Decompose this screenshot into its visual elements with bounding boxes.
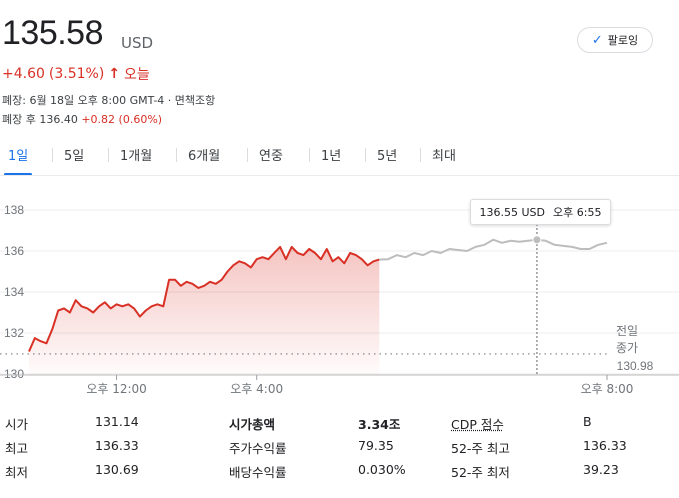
hover-dot bbox=[532, 235, 542, 245]
tooltip-value: 136.55 USD bbox=[479, 205, 546, 219]
change-percent: (3.51%) bbox=[48, 66, 105, 82]
stat-value: 130.69 bbox=[95, 462, 139, 477]
stat-label: 52-주 최저 bbox=[451, 465, 510, 480]
after-hours-line bbox=[379, 238, 608, 261]
y-tick-label: 136 bbox=[4, 244, 24, 258]
stat-label: 시가 bbox=[5, 417, 29, 432]
stat-label: 시가총액 bbox=[229, 417, 276, 432]
stock-price: 135.58 bbox=[2, 14, 104, 52]
after-hours-change: +0.82 (0.60%) bbox=[81, 113, 163, 126]
prev-close-value: 130.98 bbox=[617, 359, 654, 373]
tab-5[interactable]: 연중 bbox=[259, 149, 283, 164]
market-closed-info: 폐장: 6월 18일 오후 8:00 GMT-4 · 면책조항 bbox=[2, 94, 216, 107]
tab-3[interactable]: 1개월 bbox=[120, 149, 153, 164]
stat-label: 배당수익률 bbox=[229, 465, 287, 480]
stat-value: 3.34조 bbox=[358, 417, 401, 432]
stat-value: 136.33 bbox=[95, 438, 139, 453]
tab-separator bbox=[52, 148, 53, 162]
prev-close-label: 전일 bbox=[616, 324, 638, 338]
tooltip-time: 오후 6:55 bbox=[553, 206, 602, 219]
tab-7[interactable]: 5년 bbox=[377, 149, 398, 164]
y-tick-label: 132 bbox=[4, 326, 24, 340]
currency-label: USD bbox=[121, 34, 154, 52]
prev-close-label: 종가 bbox=[616, 341, 638, 355]
range-tabs: 1일 5일 1개월 6개월 연중 1년 5년 최대 bbox=[0, 145, 679, 176]
y-tick-label: 130 bbox=[4, 367, 24, 381]
tab-separator bbox=[108, 148, 109, 162]
stat-value: 79.35 bbox=[358, 438, 394, 453]
follow-label: 팔로잉 bbox=[607, 34, 639, 47]
change-amount: +4.60 bbox=[2, 66, 45, 82]
x-tick-label: 오후 12:00 bbox=[86, 382, 146, 396]
divider bbox=[0, 175, 679, 176]
stat-label[interactable]: CDP 점수 bbox=[451, 417, 504, 432]
after-hours-info: 폐장 후 136.40 +0.82 (0.60%) bbox=[2, 111, 162, 127]
stat-label: 최고 bbox=[5, 441, 29, 456]
stat-value: 136.33 bbox=[583, 438, 627, 453]
tab-separator bbox=[365, 148, 366, 162]
tab-6[interactable]: 1년 bbox=[321, 149, 342, 164]
stat-value: 0.030% bbox=[358, 462, 406, 477]
x-tick-label: 오후 4:00 bbox=[230, 382, 283, 396]
stat-label: 최저 bbox=[5, 465, 29, 480]
price-chart[interactable]: 138 136 134 132 130 오후 12:00 오후 4:00 오후 8:00 전일종… bbox=[0, 180, 679, 400]
tab-4[interactable]: 6개월 bbox=[188, 149, 221, 164]
x-tick-label: 오후 8:00 bbox=[581, 382, 634, 396]
stat-value: B bbox=[583, 414, 592, 429]
price-change: +4.60 (3.51%) ↑ 오늘 bbox=[2, 64, 150, 84]
price-line bbox=[28, 245, 380, 352]
stat-value: 131.14 bbox=[95, 414, 139, 429]
arrow-up-icon: ↑ bbox=[108, 66, 121, 82]
stat-value: 39.23 bbox=[583, 462, 619, 477]
y-tick-label: 134 bbox=[4, 285, 24, 299]
after-hours-label: 폐장 후 136.40 bbox=[2, 113, 78, 126]
tab-separator bbox=[309, 148, 310, 162]
tab-2[interactable]: 5일 bbox=[64, 149, 85, 164]
chart-tooltip: 136.55 USD 오후 6:55 bbox=[470, 199, 611, 225]
price-area bbox=[29, 246, 380, 374]
y-tick-label: 138 bbox=[4, 203, 24, 217]
tab-separator bbox=[247, 148, 248, 162]
stat-label: 52-주 최고 bbox=[451, 441, 510, 456]
follow-button[interactable]: ✓ 팔로잉 bbox=[577, 27, 653, 53]
tab-separator bbox=[420, 148, 421, 162]
tab-1[interactable]: 1일 bbox=[4, 145, 33, 176]
change-period: 오늘 bbox=[124, 67, 150, 83]
check-icon: ✓ bbox=[591, 32, 603, 48]
tab-8[interactable]: 최대 bbox=[432, 149, 456, 164]
tab-separator bbox=[176, 148, 177, 162]
stat-label: 주가수익률 bbox=[229, 441, 287, 456]
